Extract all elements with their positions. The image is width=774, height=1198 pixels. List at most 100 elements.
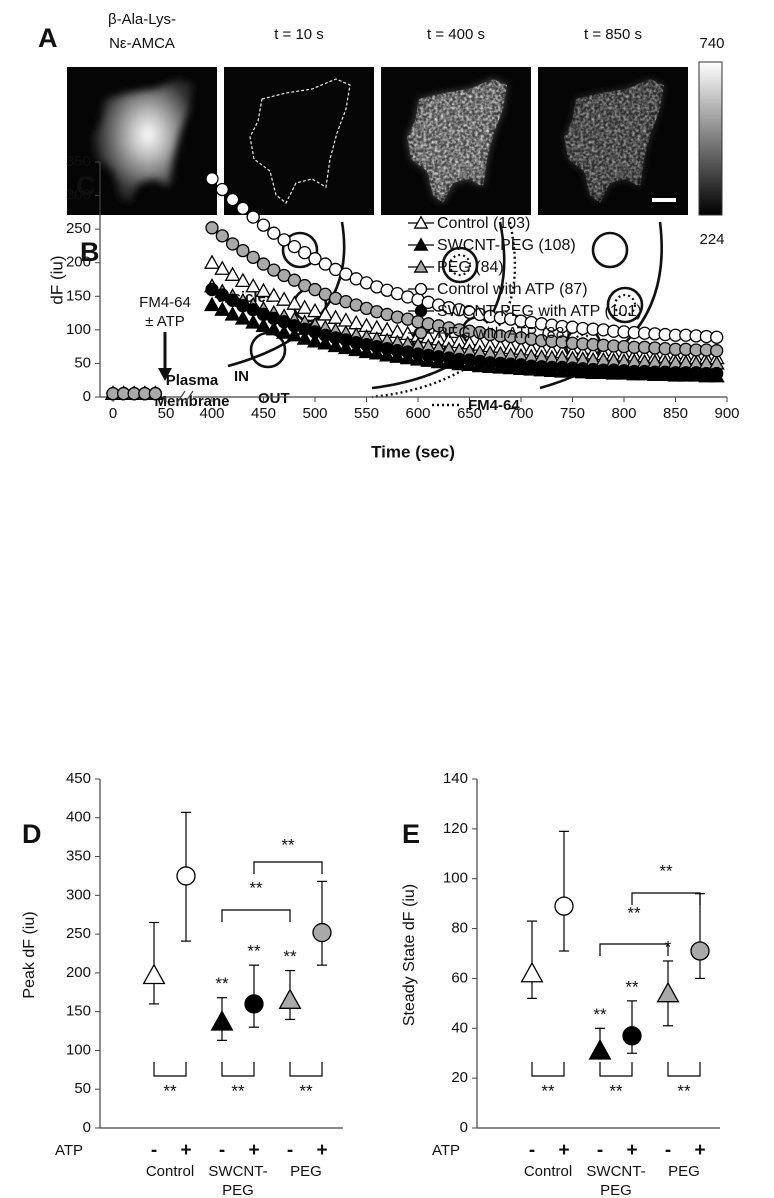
image-label: t = 400 s (427, 26, 485, 43)
y-tick-label: 0 (83, 1119, 91, 1136)
bracket (631, 892, 701, 905)
data-point (245, 277, 262, 293)
group-label: SWCNT- (208, 1163, 267, 1180)
x-tick-label: - (287, 1140, 293, 1161)
bracket (599, 943, 669, 956)
x-tick-label: - (529, 1140, 535, 1161)
significance-label: ** (677, 1081, 691, 1100)
data-point (256, 257, 271, 271)
bracket (667, 1062, 701, 1077)
data-point (520, 961, 544, 983)
y-axis-label: dF (iu) (47, 255, 66, 304)
data-point (205, 282, 219, 297)
data-point (214, 260, 231, 275)
group-label: Control (146, 1163, 194, 1180)
data-point (225, 293, 240, 307)
data-point (142, 963, 166, 985)
data-point (277, 233, 291, 247)
data-point (267, 226, 281, 240)
x-tick-label: 0 (109, 405, 117, 422)
x-tick-label: + (248, 1140, 259, 1161)
bracket (531, 1062, 565, 1077)
panel-letter: D (22, 819, 42, 849)
data-point (246, 250, 260, 264)
panel-letter: B (80, 237, 100, 267)
significance-label: ** (541, 1081, 555, 1100)
data-point (203, 254, 221, 269)
data-point (327, 337, 344, 353)
significance-label: ** (163, 1081, 177, 1100)
legend-label: Control with ATP (87) (437, 281, 588, 298)
group-label: SWCNT- (586, 1163, 645, 1180)
x-tick-label: + (558, 1140, 569, 1161)
group-label: PEG (668, 1163, 700, 1180)
y-tick-label: 120 (443, 820, 468, 837)
significance-label: ** (281, 835, 295, 854)
legend-marker (414, 304, 428, 318)
data-point (287, 239, 302, 254)
micrograph (538, 67, 688, 215)
y-tick-label: 20 (451, 1069, 468, 1086)
data-point (236, 243, 250, 258)
y-tick-label: 0 (83, 388, 91, 405)
y-tick-label: 60 (451, 969, 468, 986)
colorbar-label: 224 (699, 231, 724, 248)
data-point (234, 272, 251, 288)
legend-marker (413, 259, 429, 273)
arrow-head (158, 368, 172, 381)
y-tick-label: 0 (460, 1119, 468, 1136)
data-point (296, 330, 313, 345)
panel-letter: A (38, 23, 58, 53)
image-label: t = 10 s (274, 26, 324, 43)
data-point (176, 866, 196, 886)
data-point (148, 386, 163, 401)
bracket (253, 861, 323, 874)
x-tick-label: 850 (663, 405, 688, 422)
diagram-label: Plasma (166, 372, 219, 389)
data-point (306, 333, 324, 348)
legend-label: SWCNT-PEG with ATP (101) (437, 303, 642, 320)
data-point (690, 941, 710, 961)
row-label: ATP (432, 1142, 460, 1159)
data-point (287, 273, 302, 287)
x-tick-label: - (219, 1140, 225, 1161)
group-label: PEG (600, 1182, 632, 1198)
x-tick-label: 450 (251, 405, 276, 422)
y-tick-label: 50 (74, 1080, 91, 1097)
series (106, 282, 724, 401)
y-tick-label: 40 (451, 1019, 468, 1036)
x-tick-label: + (180, 1140, 191, 1161)
colorbar (698, 61, 723, 216)
x-tick-label: 800 (611, 405, 636, 422)
diagram-label: OUT (258, 390, 290, 407)
axis-break (176, 390, 194, 404)
y-tick-label: 450 (66, 770, 91, 787)
y-tick-label: 200 (66, 964, 91, 981)
legend-marker (414, 282, 428, 296)
y-tick-label: 140 (443, 770, 468, 787)
legend-label: Control (103) (437, 215, 530, 232)
significance-label: ** (283, 947, 297, 966)
data-point (236, 201, 250, 215)
x-tick-label: 400 (199, 405, 224, 422)
data-point (224, 306, 241, 321)
y-tick-label: 50 (74, 354, 91, 371)
data-point (205, 221, 219, 235)
data-point (244, 994, 264, 1014)
data-point (267, 263, 281, 277)
x-tick-label: 550 (354, 405, 379, 422)
data-point (622, 1026, 642, 1046)
diagram-label: FM4-64 (468, 397, 520, 414)
data-point (246, 210, 260, 224)
x-tick-label: + (626, 1140, 637, 1161)
legend-label: SWCNT-PEG (108) (437, 237, 576, 254)
data-point (588, 1039, 612, 1060)
x-tick-label: 600 (405, 405, 430, 422)
data-point (225, 192, 240, 207)
group-label: Control (524, 1163, 572, 1180)
data-point (312, 922, 332, 943)
significance-label: ** (659, 861, 673, 880)
series (106, 221, 724, 401)
data-point (710, 330, 724, 344)
legend-label: PEG with ATP (88) (437, 325, 570, 342)
